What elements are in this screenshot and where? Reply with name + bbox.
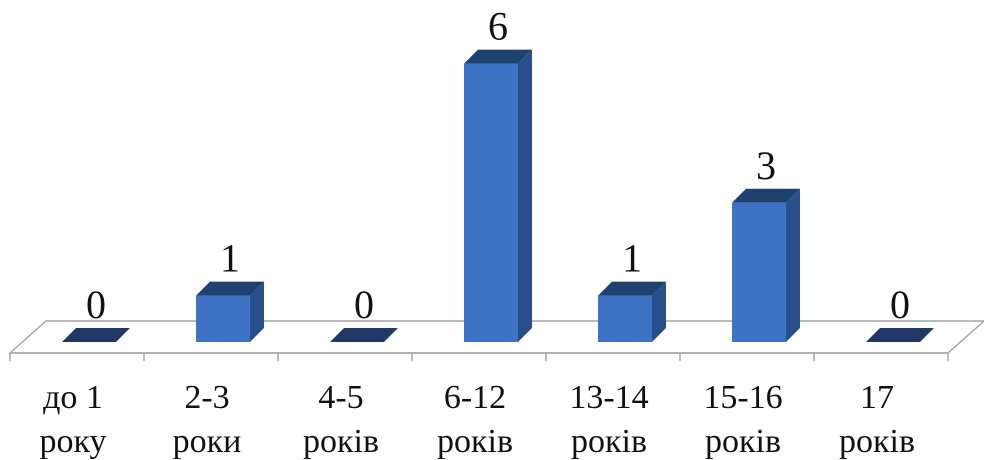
category-label: 13-14	[569, 379, 648, 416]
bar-zero-marker	[62, 328, 130, 342]
bar	[464, 49, 532, 342]
bar-front	[598, 295, 652, 342]
bar-zero-marker	[330, 328, 398, 342]
bar-front	[464, 63, 518, 342]
data-label: 0	[354, 282, 374, 327]
category-label: 6-12	[444, 379, 506, 416]
bar-side	[786, 188, 800, 342]
data-label: 0	[86, 282, 106, 327]
bar	[598, 281, 666, 342]
category-label: років	[571, 423, 647, 460]
bar	[196, 281, 264, 342]
category-label: до 1	[43, 379, 103, 416]
bar-top	[464, 49, 532, 64]
bars	[62, 49, 934, 342]
bar-front	[732, 202, 786, 342]
category-label: року	[39, 423, 106, 460]
category-labels: до 1 року 2-3 роки 4-5 років 6-12 років 13-14 рок…	[39, 379, 915, 460]
bar-top	[196, 281, 264, 296]
data-label: 0	[890, 282, 910, 327]
data-label: 1	[622, 236, 642, 281]
bar-zero-marker	[866, 328, 934, 342]
data-label: 3	[756, 143, 776, 188]
bar-top	[598, 281, 666, 296]
category-label: 2-3	[184, 379, 229, 416]
bar-front	[196, 295, 250, 342]
category-label: 17	[860, 379, 894, 416]
bar	[732, 188, 800, 342]
category-label: років	[839, 423, 915, 460]
category-label: 4-5	[318, 379, 363, 416]
bar-side	[518, 49, 532, 342]
category-label: роки	[173, 423, 242, 460]
data-label: 6	[488, 4, 508, 49]
data-labels: 0 1 0 6 1 3 0	[86, 4, 910, 327]
category-label: 15-16	[703, 379, 782, 416]
bar-top	[732, 188, 800, 203]
category-label: років	[437, 423, 513, 460]
category-label: років	[303, 423, 379, 460]
category-label: років	[705, 423, 781, 460]
bar-side	[250, 281, 264, 342]
data-label: 1	[220, 236, 240, 281]
x-axis	[9, 352, 949, 361]
bar-side	[652, 281, 666, 342]
